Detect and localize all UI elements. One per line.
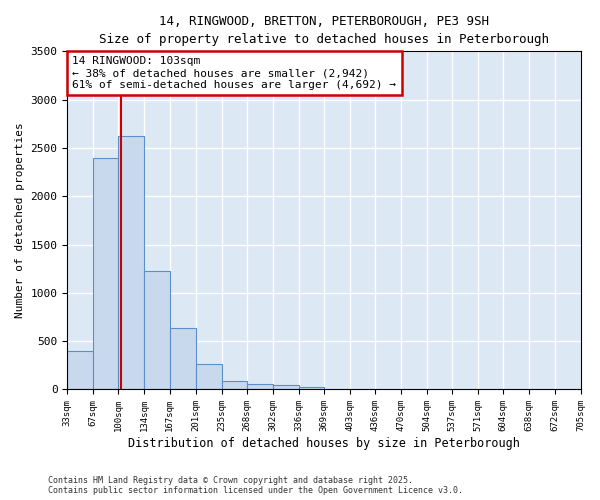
- Bar: [247, 384, 273, 390]
- Text: Contains HM Land Registry data © Crown copyright and database right 2025.
Contai: Contains HM Land Registry data © Crown c…: [48, 476, 463, 495]
- Bar: [118, 136, 145, 390]
- Bar: [196, 364, 221, 390]
- Bar: [273, 384, 299, 390]
- Bar: [170, 328, 196, 390]
- Bar: [145, 270, 170, 390]
- Title: 14, RINGWOOD, BRETTON, PETERBOROUGH, PE3 9SH
Size of property relative to detach: 14, RINGWOOD, BRETTON, PETERBOROUGH, PE3…: [99, 15, 549, 46]
- Bar: [67, 351, 93, 390]
- Bar: [299, 386, 324, 390]
- Text: 14 RINGWOOD: 103sqm
← 38% of detached houses are smaller (2,942)
61% of semi-det: 14 RINGWOOD: 103sqm ← 38% of detached ho…: [73, 56, 397, 90]
- X-axis label: Distribution of detached houses by size in Peterborough: Distribution of detached houses by size …: [128, 437, 520, 450]
- Bar: [221, 381, 247, 390]
- Y-axis label: Number of detached properties: Number of detached properties: [15, 122, 25, 318]
- Bar: [93, 158, 118, 390]
